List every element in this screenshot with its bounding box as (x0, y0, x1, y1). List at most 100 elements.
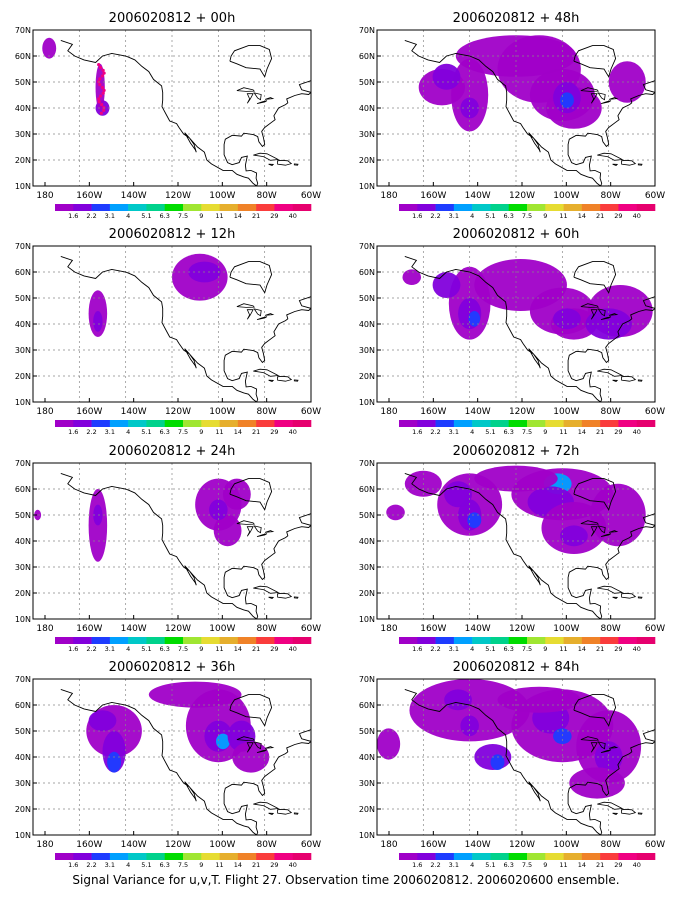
variance-contour (553, 728, 572, 744)
colorbar-label: 1.6 (412, 861, 422, 869)
lat-tick-label: 60N (359, 52, 375, 61)
lon-tick-label: 180 (36, 191, 53, 201)
colorbar-swatch (472, 420, 491, 427)
colorbar-label: 6.3 (160, 861, 170, 869)
lon-tick-label: 120W (165, 407, 191, 417)
lon-tick-label: 180 (36, 840, 53, 850)
colorbar-swatch (600, 420, 619, 427)
colorbar-swatch (146, 420, 166, 427)
lat-tick-label: 60N (359, 485, 375, 494)
colorbar-swatch (164, 853, 184, 860)
colorbar-swatch (453, 637, 473, 644)
lon-tick-label: 80W (600, 191, 620, 201)
lake-outline (590, 526, 598, 537)
lat-tick-label: 30N (15, 130, 31, 139)
lon-tick-label: 80W (256, 840, 276, 850)
lake-outline (608, 746, 619, 749)
lat-tick-label: 40N (15, 753, 31, 762)
observation-point (100, 103, 104, 107)
variance-contour (432, 272, 461, 298)
lat-tick-label: 60N (359, 268, 375, 277)
colorbar-swatch (636, 420, 656, 427)
colorbar-label: 4 (470, 428, 474, 436)
colorbar-swatch (219, 204, 239, 211)
colorbar-label: 3.1 (449, 861, 459, 869)
colorbar-label: 1.6 (412, 428, 422, 436)
colorbar-swatch (453, 420, 473, 427)
lat-tick-label: 60N (15, 485, 31, 494)
map-panel: 2006020812 + 48h 10N 20N 30N 40N 50N 60N 70N 180… (359, 11, 665, 220)
observation-point (102, 71, 106, 75)
colorbar-label: 11 (559, 428, 567, 436)
colorbar: 1.6 2.2 3.1 4 5.1 6.3 7.5 9 11 14 21 29 40 (399, 204, 656, 220)
lat-tick-label: 40N (359, 320, 375, 329)
lon-tick-label: 160W (76, 407, 102, 417)
coastline (60, 255, 311, 402)
island-outline (276, 375, 293, 382)
colorbar-swatch (453, 853, 473, 860)
colorbar-swatch (256, 204, 275, 211)
colorbar-label: 5.1 (141, 212, 151, 220)
colorbar-swatch (545, 420, 564, 427)
colorbar: 1.6 2.2 3.1 4 5.1 6.3 7.5 9 11 14 21 29 40 (55, 420, 312, 436)
island-outline (620, 808, 637, 815)
colorbar-swatch (435, 853, 455, 860)
lake-outline (580, 87, 600, 92)
lake-outline (597, 525, 606, 534)
island-outline (253, 368, 280, 377)
colorbar-label: 3.1 (449, 645, 459, 653)
colorbar-label: 40 (289, 645, 297, 653)
island-outline (597, 801, 624, 810)
lat-tick-label: 50N (359, 294, 375, 303)
colorbar-label: 5.1 (485, 428, 495, 436)
colorbar-label: 6.3 (504, 645, 514, 653)
lat-tick-label: 50N (359, 511, 375, 520)
colorbar-label: 6.3 (160, 212, 170, 220)
lon-tick-label: 60W (301, 191, 321, 201)
colorbar-label: 14 (234, 645, 242, 653)
lon-tick-label: 100W (209, 624, 235, 634)
colorbar-swatch (91, 853, 111, 860)
lat-tick-label: 50N (359, 78, 375, 87)
colorbar-label: 5.1 (485, 212, 495, 220)
colorbar-swatch (128, 204, 147, 211)
variance-contour (148, 681, 242, 708)
lon-tick-label: 140W (121, 840, 147, 850)
colorbar-swatch (581, 420, 601, 427)
colorbar-swatch (219, 637, 239, 644)
lake-outline (236, 736, 256, 741)
map-panel: 2006020812 + 72h 10N 20N 30N 40N 50N 60N 70N 180… (359, 444, 665, 653)
colorbar-swatch (91, 204, 111, 211)
island-outline (637, 596, 643, 599)
colorbar-swatch (508, 637, 528, 644)
lake-outline (253, 92, 262, 101)
colorbar-label: 1.6 (412, 212, 422, 220)
lat-tick-label: 50N (15, 511, 31, 520)
colorbar-swatch (618, 204, 638, 211)
colorbar-swatch (91, 420, 111, 427)
colorbar-swatch (183, 853, 202, 860)
observation-point (102, 108, 106, 112)
island-outline (276, 159, 293, 166)
lat-tick-label: 40N (15, 104, 31, 113)
lon-tick-label: 140W (465, 840, 491, 850)
lon-tick-label: 180 (380, 191, 397, 201)
variance-contour (93, 311, 103, 332)
lake-outline (256, 533, 268, 537)
colorbar-label: 40 (633, 861, 641, 869)
variance-contour (460, 97, 479, 119)
lon-tick-label: 120W (509, 407, 535, 417)
lat-tick-label: 50N (15, 294, 31, 303)
colorbar-swatch (636, 637, 656, 644)
island-outline (620, 159, 637, 166)
lon-tick-label: 100W (553, 840, 579, 850)
coastline (229, 478, 273, 511)
lat-tick-label: 40N (359, 104, 375, 113)
lon-tick-label: 140W (121, 407, 147, 417)
lon-tick-label: 120W (509, 191, 535, 201)
lake-outline (597, 741, 606, 750)
colorbar-label: 5.1 (141, 428, 151, 436)
colorbar-swatch (237, 853, 257, 860)
lon-tick-label: 160W (76, 191, 102, 201)
colorbar-label: 4 (470, 645, 474, 653)
